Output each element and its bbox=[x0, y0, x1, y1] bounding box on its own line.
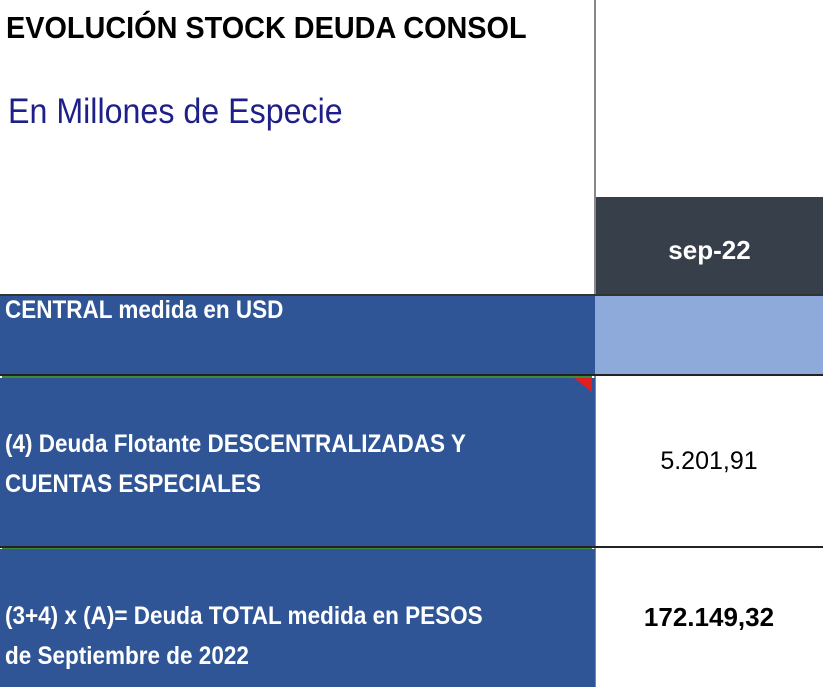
row-value: 172.149,32 bbox=[643, 602, 775, 632]
row-value-cell: 5.201,91 bbox=[595, 376, 823, 546]
row-label-line-box: CUENTAS ESPECIALES bbox=[5, 464, 595, 504]
row-border bbox=[0, 374, 823, 376]
row-label-line: CENTRAL medida en USD bbox=[5, 296, 284, 324]
subtitle-text: En Millones de Especie bbox=[8, 92, 343, 131]
cell-border bbox=[2, 548, 592, 549]
row-label: (4) Deuda Flotante DESCENTRALIZADAS Y CUE… bbox=[0, 378, 595, 546]
row-label-line: (3+4) x (A)= Deuda TOTAL medida en PESOS bbox=[5, 602, 483, 630]
header-border bbox=[0, 294, 823, 296]
row-value: 5.201,91 bbox=[660, 446, 758, 475]
row-label-line-box: (4) Deuda Flotante DESCENTRALIZADAS Y bbox=[5, 424, 595, 464]
column-header: sep-22 bbox=[596, 197, 823, 295]
row-label-line: (4) Deuda Flotante DESCENTRALIZADAS Y bbox=[5, 430, 466, 458]
row-value-cell: 172.149,32 bbox=[595, 548, 823, 687]
row-label: CENTRAL medida en USD bbox=[0, 296, 595, 374]
column-header-text: sep-22 bbox=[668, 234, 751, 265]
row-label-line-box: (3+4) x (A)= Deuda TOTAL medida en PESOS bbox=[5, 596, 595, 636]
row-label-line: CUENTAS ESPECIALES bbox=[5, 470, 261, 498]
row-label-line: de Septiembre de 2022 bbox=[5, 642, 249, 670]
cell-border bbox=[2, 376, 592, 378]
row-label: (3+4) x (A)= Deuda TOTAL medida en PESOS… bbox=[0, 549, 595, 687]
subtitle: En Millones de Especie bbox=[8, 92, 372, 132]
title: EVOLUCIÓN STOCK DEUDA CONSOL bbox=[6, 10, 596, 46]
comment-indicator bbox=[574, 378, 592, 392]
row-value-cell bbox=[595, 296, 823, 374]
row-border bbox=[0, 546, 823, 548]
row-label-line-box: de Septiembre de 2022 bbox=[5, 636, 595, 676]
title-text: EVOLUCIÓN STOCK DEUDA CONSOL bbox=[6, 10, 527, 45]
row-label-line-box: CENTRAL medida en USD bbox=[5, 296, 595, 324]
